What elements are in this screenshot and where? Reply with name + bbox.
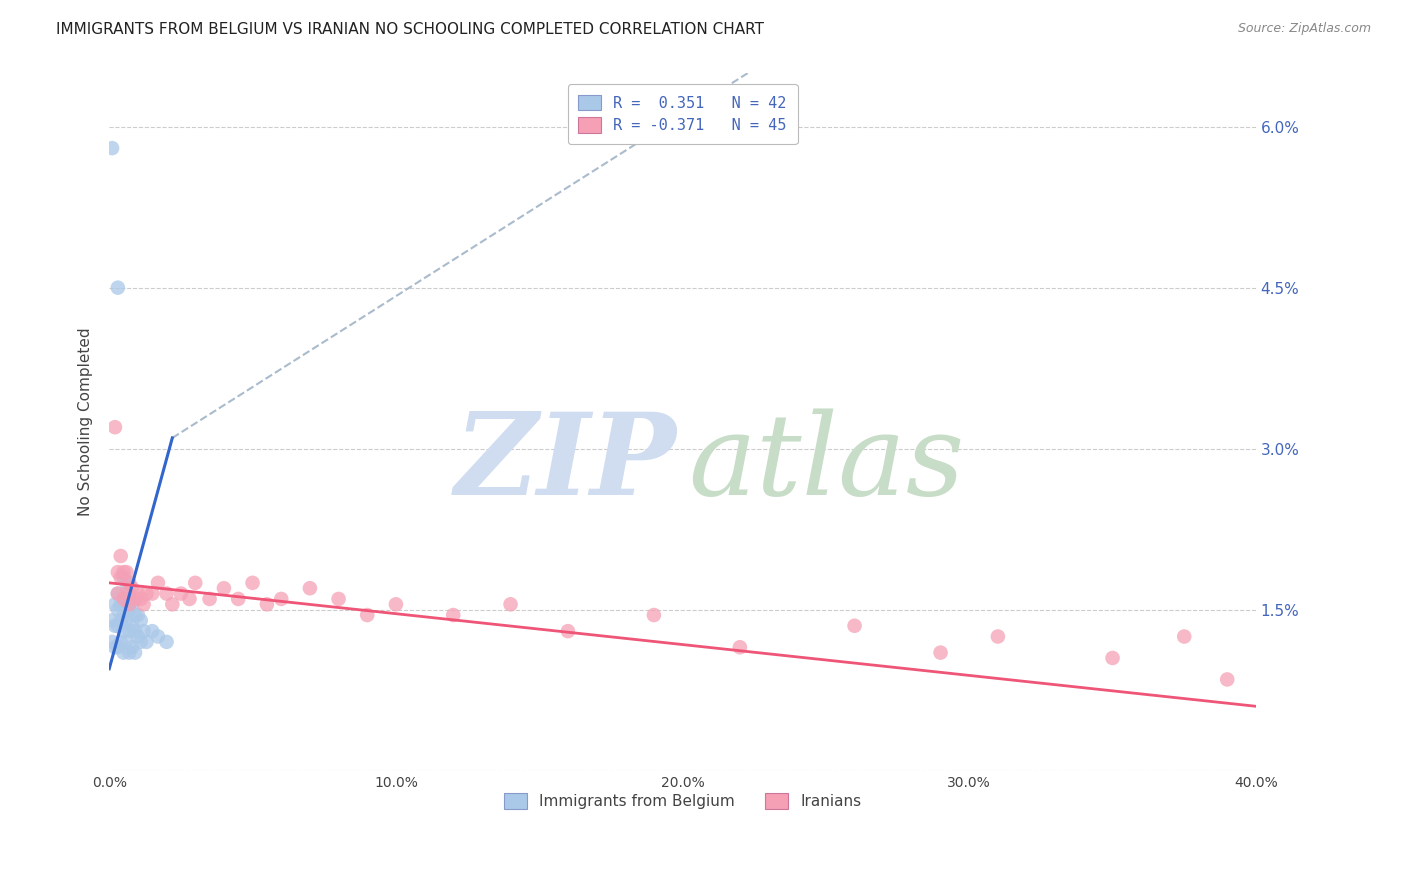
- Point: [118, 602, 141, 616]
- Point: [129, 591, 152, 606]
- Point: [132, 597, 155, 611]
- Point: [146, 630, 169, 644]
- Point: [298, 581, 321, 595]
- Point: [124, 591, 146, 606]
- Point: [115, 575, 138, 590]
- Point: [356, 608, 378, 623]
- Point: [1173, 630, 1195, 644]
- Point: [110, 597, 132, 611]
- Point: [155, 586, 177, 600]
- Point: [121, 581, 143, 595]
- Point: [499, 597, 522, 611]
- Point: [115, 565, 138, 579]
- Point: [112, 646, 135, 660]
- Point: [184, 575, 207, 590]
- Point: [121, 640, 143, 655]
- Point: [110, 614, 132, 628]
- Point: [557, 624, 579, 639]
- Point: [118, 575, 141, 590]
- Point: [104, 640, 127, 655]
- Point: [242, 575, 264, 590]
- Point: [141, 586, 163, 600]
- Point: [107, 565, 129, 579]
- Point: [115, 614, 138, 628]
- Text: Source: ZipAtlas.com: Source: ZipAtlas.com: [1237, 22, 1371, 36]
- Point: [121, 597, 143, 611]
- Point: [127, 630, 149, 644]
- Text: ZIP: ZIP: [454, 409, 676, 519]
- Point: [104, 420, 127, 434]
- Point: [110, 635, 132, 649]
- Point: [121, 619, 143, 633]
- Legend: Immigrants from Belgium, Iranians: Immigrants from Belgium, Iranians: [498, 787, 868, 815]
- Point: [107, 280, 129, 294]
- Point: [118, 597, 141, 611]
- Point: [118, 646, 141, 660]
- Y-axis label: No Schooling Completed: No Schooling Completed: [79, 327, 93, 516]
- Point: [107, 586, 129, 600]
- Point: [107, 602, 129, 616]
- Point: [135, 586, 157, 600]
- Point: [155, 635, 177, 649]
- Point: [198, 591, 221, 606]
- Point: [987, 630, 1010, 644]
- Point: [124, 646, 146, 660]
- Point: [118, 586, 141, 600]
- Point: [212, 581, 235, 595]
- Point: [115, 586, 138, 600]
- Point: [101, 614, 124, 628]
- Text: IMMIGRANTS FROM BELGIUM VS IRANIAN NO SCHOOLING COMPLETED CORRELATION CHART: IMMIGRANTS FROM BELGIUM VS IRANIAN NO SC…: [56, 22, 765, 37]
- Point: [132, 624, 155, 639]
- Point: [929, 646, 952, 660]
- Point: [112, 565, 135, 579]
- Point: [226, 591, 249, 606]
- Point: [112, 570, 135, 584]
- Point: [104, 619, 127, 633]
- Point: [110, 570, 132, 584]
- Point: [385, 597, 408, 611]
- Point: [643, 608, 665, 623]
- Point: [170, 586, 193, 600]
- Point: [112, 624, 135, 639]
- Point: [112, 591, 135, 606]
- Point: [129, 614, 152, 628]
- Point: [124, 608, 146, 623]
- Point: [115, 635, 138, 649]
- Point: [728, 640, 751, 655]
- Point: [112, 608, 135, 623]
- Point: [844, 619, 866, 633]
- Point: [118, 624, 141, 639]
- Point: [127, 586, 149, 600]
- Point: [124, 624, 146, 639]
- Point: [107, 619, 129, 633]
- Point: [112, 591, 135, 606]
- Point: [141, 624, 163, 639]
- Point: [441, 608, 464, 623]
- Point: [135, 635, 157, 649]
- Point: [129, 635, 152, 649]
- Point: [1101, 651, 1123, 665]
- Point: [1216, 673, 1239, 687]
- Point: [107, 586, 129, 600]
- Point: [110, 549, 132, 563]
- Point: [179, 591, 201, 606]
- Point: [127, 608, 149, 623]
- Point: [270, 591, 292, 606]
- Point: [104, 597, 127, 611]
- Point: [256, 597, 278, 611]
- Text: atlas: atlas: [689, 409, 965, 519]
- Point: [146, 575, 169, 590]
- Point: [328, 591, 350, 606]
- Point: [101, 635, 124, 649]
- Point: [162, 597, 184, 611]
- Point: [115, 597, 138, 611]
- Point: [101, 141, 124, 155]
- Point: [107, 640, 129, 655]
